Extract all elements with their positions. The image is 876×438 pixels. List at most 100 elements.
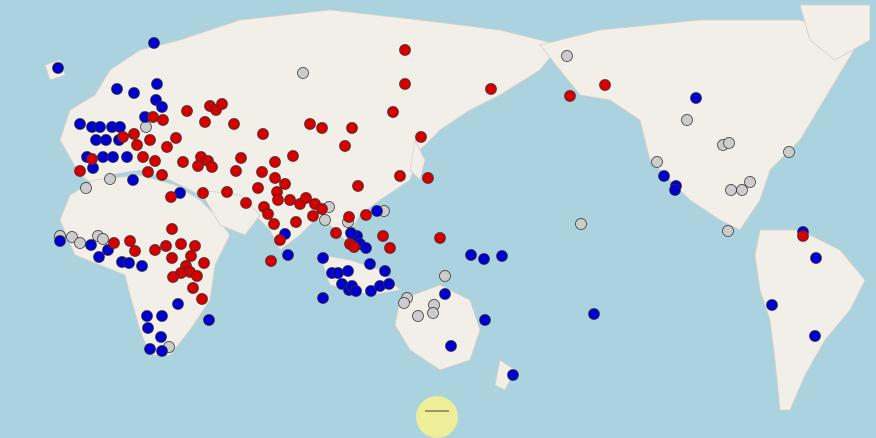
map-marker-blue[interactable] bbox=[588, 308, 600, 320]
map-marker-blue[interactable] bbox=[365, 285, 377, 297]
collapse-handle[interactable] bbox=[416, 396, 458, 438]
map-marker-gray[interactable] bbox=[104, 173, 116, 185]
map-marker-blue[interactable] bbox=[317, 292, 329, 304]
map-marker-red[interactable] bbox=[274, 234, 286, 246]
map-marker-blue[interactable] bbox=[345, 227, 357, 239]
map-marker-blue[interactable] bbox=[496, 250, 508, 262]
map-marker-gray[interactable] bbox=[66, 231, 78, 243]
map-marker-red[interactable] bbox=[166, 223, 178, 235]
map-marker-red[interactable] bbox=[86, 153, 98, 165]
map-marker-blue[interactable] bbox=[360, 242, 372, 254]
map-marker-gray[interactable] bbox=[651, 156, 663, 168]
map-marker-blue[interactable] bbox=[172, 298, 184, 310]
map-marker-blue[interactable] bbox=[93, 251, 105, 263]
map-marker-blue[interactable] bbox=[317, 252, 329, 264]
map-marker-red[interactable] bbox=[287, 150, 299, 162]
map-marker-blue[interactable] bbox=[136, 260, 148, 272]
map-marker-red[interactable] bbox=[149, 155, 161, 167]
map-marker-red[interactable] bbox=[257, 128, 269, 140]
map-marker-red[interactable] bbox=[304, 118, 316, 130]
map-marker-red[interactable] bbox=[129, 245, 141, 257]
map-marker-blue[interactable] bbox=[141, 310, 153, 322]
map-marker-red[interactable] bbox=[198, 257, 210, 269]
map-marker-blue[interactable] bbox=[282, 249, 294, 261]
map-marker-gray[interactable] bbox=[97, 233, 109, 245]
map-marker-blue[interactable] bbox=[111, 83, 123, 95]
map-marker-red[interactable] bbox=[262, 208, 274, 220]
map-marker-red[interactable] bbox=[307, 210, 319, 222]
map-marker-blue[interactable] bbox=[478, 253, 490, 265]
map-marker-blue[interactable] bbox=[97, 151, 109, 163]
map-marker-red[interactable] bbox=[192, 160, 204, 172]
map-marker-red[interactable] bbox=[74, 165, 86, 177]
map-marker-blue[interactable] bbox=[148, 37, 160, 49]
map-marker-gray[interactable] bbox=[561, 50, 573, 62]
map-marker-red[interactable] bbox=[206, 161, 218, 173]
map-marker-red[interactable] bbox=[797, 230, 809, 242]
map-marker-red[interactable] bbox=[221, 186, 233, 198]
map-marker-blue[interactable] bbox=[379, 265, 391, 277]
map-marker-red[interactable] bbox=[197, 187, 209, 199]
map-marker-gray[interactable] bbox=[74, 237, 86, 249]
map-marker-gray[interactable] bbox=[744, 176, 756, 188]
map-marker-red[interactable] bbox=[124, 235, 136, 247]
map-marker-gray[interactable] bbox=[783, 146, 795, 158]
map-marker-blue[interactable] bbox=[54, 235, 66, 247]
map-marker-red[interactable] bbox=[166, 252, 178, 264]
map-marker-red[interactable] bbox=[360, 209, 372, 221]
map-marker-red[interactable] bbox=[196, 293, 208, 305]
map-marker-red[interactable] bbox=[399, 44, 411, 56]
map-marker-red[interactable] bbox=[346, 122, 358, 134]
map-marker-red[interactable] bbox=[181, 105, 193, 117]
map-marker-blue[interactable] bbox=[107, 151, 119, 163]
map-marker-blue[interactable] bbox=[156, 101, 168, 113]
map-marker-red[interactable] bbox=[265, 255, 277, 267]
map-marker-blue[interactable] bbox=[342, 265, 354, 277]
map-marker-blue[interactable] bbox=[383, 278, 395, 290]
map-marker-red[interactable] bbox=[137, 151, 149, 163]
map-marker-blue[interactable] bbox=[123, 257, 135, 269]
map-marker-red[interactable] bbox=[284, 194, 296, 206]
map-marker-red[interactable] bbox=[256, 166, 268, 178]
map-marker-red[interactable] bbox=[185, 250, 197, 262]
world-map[interactable] bbox=[0, 0, 876, 418]
map-marker-blue[interactable] bbox=[156, 310, 168, 322]
map-marker-red[interactable] bbox=[191, 270, 203, 282]
map-marker-red[interactable] bbox=[175, 238, 187, 250]
map-marker-blue[interactable] bbox=[810, 252, 822, 264]
map-marker-red[interactable] bbox=[142, 166, 154, 178]
map-marker-blue[interactable] bbox=[114, 121, 126, 133]
map-marker-blue[interactable] bbox=[445, 340, 457, 352]
map-marker-blue[interactable] bbox=[100, 134, 112, 146]
map-marker-blue[interactable] bbox=[465, 249, 477, 261]
map-marker-gray[interactable] bbox=[725, 184, 737, 196]
map-marker-gray[interactable] bbox=[427, 307, 439, 319]
map-marker-red[interactable] bbox=[300, 192, 312, 204]
map-marker-red[interactable] bbox=[399, 78, 411, 90]
map-marker-blue[interactable] bbox=[151, 78, 163, 90]
map-marker-red[interactable] bbox=[485, 83, 497, 95]
map-marker-red[interactable] bbox=[422, 172, 434, 184]
map-marker-red[interactable] bbox=[348, 241, 360, 253]
map-marker-red[interactable] bbox=[384, 242, 396, 254]
map-marker-red[interactable] bbox=[434, 232, 446, 244]
map-marker-red[interactable] bbox=[156, 169, 168, 181]
map-marker-gray[interactable] bbox=[412, 310, 424, 322]
map-marker-red[interactable] bbox=[377, 230, 389, 242]
map-marker-red[interactable] bbox=[599, 79, 611, 91]
map-marker-red[interactable] bbox=[269, 156, 281, 168]
map-marker-red[interactable] bbox=[252, 182, 264, 194]
map-marker-blue[interactable] bbox=[85, 239, 97, 251]
map-marker-gray[interactable] bbox=[297, 67, 309, 79]
map-marker-gray[interactable] bbox=[439, 270, 451, 282]
map-marker-blue[interactable] bbox=[155, 331, 167, 343]
map-marker-red[interactable] bbox=[352, 180, 364, 192]
map-marker-blue[interactable] bbox=[479, 314, 491, 326]
map-marker-red[interactable] bbox=[330, 227, 342, 239]
map-marker-red[interactable] bbox=[177, 156, 189, 168]
map-marker-gray[interactable] bbox=[398, 297, 410, 309]
map-marker-blue[interactable] bbox=[350, 285, 362, 297]
map-marker-red[interactable] bbox=[147, 111, 159, 123]
map-marker-red[interactable] bbox=[235, 152, 247, 164]
map-marker-blue[interactable] bbox=[658, 170, 670, 182]
